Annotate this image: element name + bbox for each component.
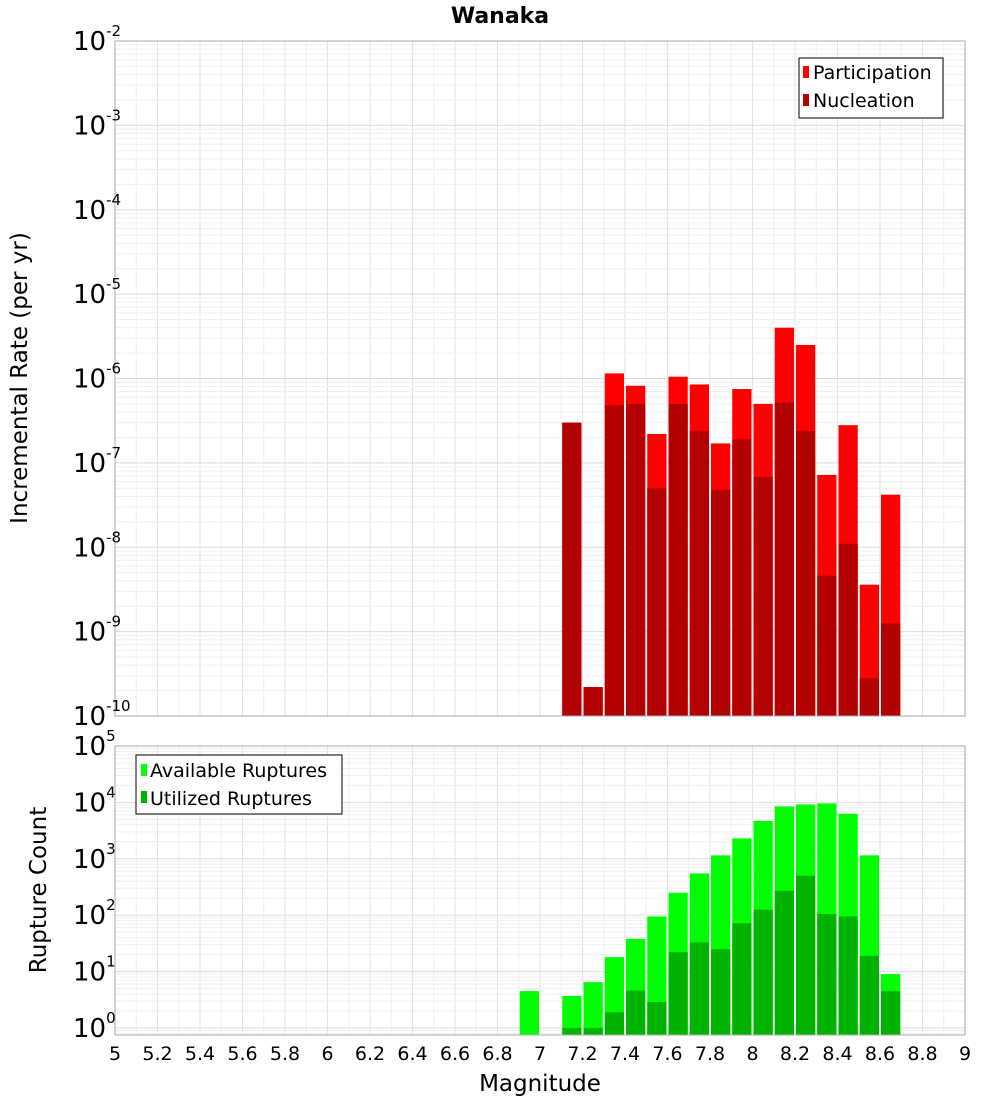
- rate-bar-series2: [626, 403, 646, 716]
- count-bar-series2: [711, 949, 731, 1035]
- x-tick-label: 6.2: [355, 1043, 385, 1065]
- x-tick-label: 7.2: [567, 1043, 597, 1065]
- count-bar-series1: [519, 991, 539, 1035]
- count-y-axis-label: Rupture Count: [26, 807, 52, 973]
- rate-y-ticks: 10-2 10-3 10-4 10-5 10-6 10-7 10-8 10-9 10-10: [73, 22, 131, 732]
- x-tick-label: 6.6: [440, 1043, 470, 1065]
- x-tick-label: 5.8: [270, 1043, 300, 1065]
- count-bar-series2: [668, 952, 688, 1035]
- legend-utilized: Utilized Ruptures: [150, 788, 312, 810]
- x-tick-label: 7.4: [610, 1043, 640, 1065]
- count-bar-series2: [774, 890, 794, 1035]
- rate-bar-series2: [711, 489, 731, 716]
- x-tick-label: 7: [534, 1043, 546, 1065]
- chart-title: Wanaka: [451, 4, 549, 29]
- rate-y-tick-label: 10-4: [73, 191, 121, 226]
- rate-y-axis-label: Incremental Rate (per yr): [7, 232, 33, 524]
- legend-swatch-nucleation: [803, 94, 809, 106]
- count-bar-series1: [562, 995, 582, 1035]
- rate-legend: Participation Nucleation: [798, 57, 944, 119]
- x-tick-label: 7.8: [695, 1043, 725, 1065]
- legend-available: Available Ruptures: [150, 760, 327, 782]
- count-legend-box: [135, 754, 343, 815]
- rate-y-tick-label: 10-5: [73, 275, 121, 310]
- count-legend: Available Ruptures Utilized Ruptures: [135, 754, 343, 815]
- rate-legend-box: [798, 57, 944, 119]
- rate-bar-series2: [647, 488, 667, 716]
- rate-y-tick-label: 10-10: [73, 697, 131, 732]
- rate-y-tick-label: 10-8: [73, 528, 121, 563]
- count-plot: 105 104 103 102 101 100 5 5.2 5.4 5.6 5.8 6 6.2 6.4 6…: [26, 727, 971, 1097]
- count-bar-series2: [604, 1012, 624, 1035]
- count-plot-frame: [114, 745, 966, 1036]
- count-y-tick-label: 103: [73, 840, 116, 875]
- x-tick-label: 8.2: [780, 1043, 810, 1065]
- rate-bar-series2: [796, 430, 816, 716]
- x-tick-label: 6: [321, 1043, 333, 1065]
- rate-bar-series2: [753, 477, 773, 716]
- legend-swatch-utilized: [141, 791, 147, 803]
- count-bar-series2: [838, 916, 858, 1035]
- x-tick-label: 5: [109, 1043, 121, 1065]
- count-bar-series2: [583, 1027, 603, 1035]
- count-bar-series2: [796, 875, 816, 1035]
- rate-bar-series2: [689, 430, 709, 716]
- rate-bar-series2: [881, 623, 901, 716]
- count-y-ticks: 105 104 103 102 101 100: [73, 727, 116, 1044]
- count-bar-series1: [583, 982, 603, 1035]
- count-bar-series2: [689, 942, 709, 1035]
- rate-bar-series2: [668, 403, 688, 716]
- count-bar-series2: [817, 913, 837, 1035]
- x-tick-label: 8: [746, 1043, 758, 1065]
- rate-bar-series2: [562, 422, 582, 716]
- rate-bar-series2: [583, 687, 603, 716]
- legend-swatch-available: [141, 764, 147, 776]
- rate-bar-series2: [859, 678, 879, 716]
- x-tick-label: 6.4: [397, 1043, 427, 1065]
- count-bar-series2: [859, 955, 879, 1035]
- rate-y-tick-label: 10-9: [73, 613, 121, 648]
- x-tick-label: 5.4: [185, 1043, 215, 1065]
- x-axis-label: Magnitude: [479, 1071, 601, 1097]
- count-y-tick-label: 102: [73, 896, 116, 931]
- rate-y-tick-label: 10-7: [73, 444, 121, 479]
- count-y-tick-label: 105: [73, 727, 116, 762]
- count-bar-series2: [647, 1001, 667, 1035]
- rate-bar-series2: [604, 405, 624, 716]
- rate-y-tick-label: 10-3: [73, 106, 121, 141]
- x-tick-label: 7.6: [652, 1043, 682, 1065]
- x-tick-label: 8.6: [865, 1043, 895, 1065]
- rate-plot-grid: [114, 40, 966, 717]
- rate-y-tick-label: 10-6: [73, 360, 121, 395]
- count-y-tick-label: 101: [73, 953, 116, 988]
- legend-nucleation: Nucleation: [813, 90, 915, 112]
- rate-plot-frame: [114, 40, 966, 717]
- rate-y-tick-label: 10-2: [73, 22, 121, 57]
- count-bar-series2: [881, 991, 901, 1035]
- count-y-tick-label: 104: [73, 783, 116, 818]
- count-y-tick-label: 100: [73, 1009, 116, 1044]
- rate-plot: 10-2 10-3 10-4 10-5 10-6 10-7 10-8 10-9 10-10 In…: [7, 22, 966, 732]
- count-bar-series2: [732, 923, 752, 1035]
- count-bar-series2: [626, 990, 646, 1035]
- rate-bar-series2: [817, 575, 837, 716]
- legend-swatch-participation: [803, 66, 809, 78]
- rate-bar-series2: [774, 402, 794, 716]
- x-tick-label: 5.6: [227, 1043, 257, 1065]
- magnitude-x-ticks: 5 5.2 5.4 5.6 5.8 6 6.2 6.4 6.6 6.8 7 7.2 7.4 7.6 7.8 8…: [109, 1043, 971, 1065]
- x-tick-label: 9: [959, 1043, 971, 1065]
- x-tick-label: 8.8: [907, 1043, 937, 1065]
- rate-plot-bars: [562, 327, 901, 716]
- legend-participation: Participation: [813, 62, 932, 84]
- count-bar-series2: [753, 909, 773, 1035]
- count-plot-bars: [519, 803, 901, 1035]
- count-bar-series2: [562, 1027, 582, 1035]
- rate-bar-series2: [732, 439, 752, 716]
- x-tick-label: 5.2: [142, 1043, 172, 1065]
- x-tick-label: 8.4: [822, 1043, 852, 1065]
- rate-bar-series2: [838, 543, 858, 716]
- x-tick-label: 6.8: [482, 1043, 512, 1065]
